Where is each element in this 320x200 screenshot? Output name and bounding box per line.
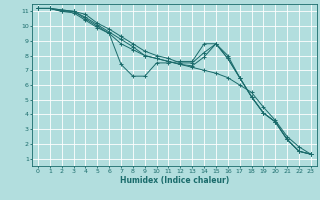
X-axis label: Humidex (Indice chaleur): Humidex (Indice chaleur) [120, 176, 229, 185]
